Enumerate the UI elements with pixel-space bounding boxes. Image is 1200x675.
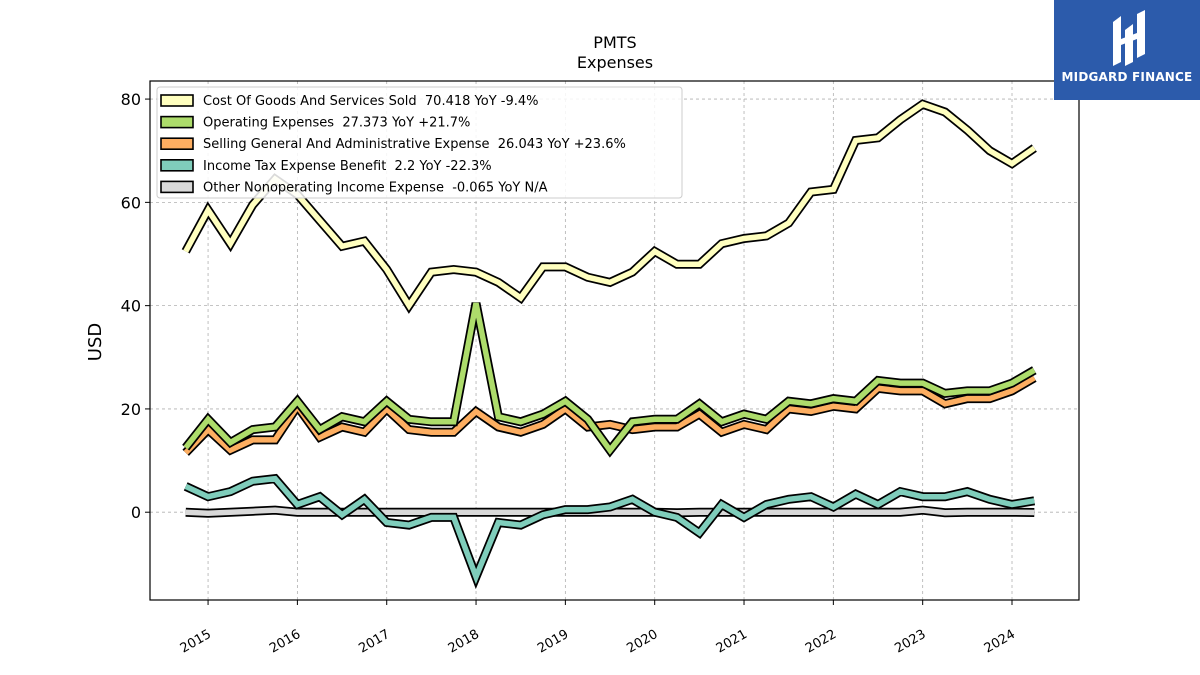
legend-swatch [160, 115, 194, 129]
legend-label: Selling General And Administrative Expen… [203, 137, 626, 152]
legend-label: Other Nonoperating Income Expense -0.065… [203, 180, 548, 195]
x-tick-label: 2024 [982, 627, 1018, 657]
series-stroke [183, 302, 1036, 455]
series-stroke [183, 101, 1036, 311]
logo-text: MIDGARD FINANCE [1061, 70, 1193, 84]
x-tick-label: 2022 [803, 627, 839, 657]
legend-entry: Cost Of Goods And Services Sold 70.418 Y… [160, 94, 539, 109]
legend-swatch [160, 137, 194, 150]
chart-subtitle: Expenses [577, 53, 653, 72]
legend-swatch [160, 94, 194, 107]
series-line-4 [183, 473, 1036, 590]
series-line-2 [182, 302, 1037, 458]
series-stroke [184, 475, 1035, 585]
legend-entry: Income Tax Expense Benefit 2.2 YoY -22.3… [160, 159, 492, 174]
legend-entry: Operating Expenses 27.373 YoY +21.7% [160, 115, 470, 131]
legend-swatch [160, 180, 194, 194]
x-tick-label: 2023 [892, 627, 928, 657]
y-tick-label: 20 [121, 400, 141, 419]
midgard-logo-icon [1113, 10, 1145, 66]
series-line-1 [181, 99, 1037, 314]
x-tick-label: 2016 [267, 627, 303, 657]
midgard-finance-logo: MIDGARD FINANCE [1054, 0, 1200, 100]
y-tick-label: 40 [121, 297, 141, 316]
legend-label: Operating Expenses 27.373 YoY +21.7% [203, 116, 470, 131]
plot-frame [149, 80, 1080, 601]
x-tick-label: 2018 [446, 627, 482, 657]
legend-box [156, 86, 683, 199]
x-tick-label: 2020 [624, 627, 660, 657]
y-tick-label: 80 [121, 90, 141, 109]
legend-entry: Other Nonoperating Income Expense -0.065… [160, 180, 548, 195]
legend-swatch [160, 159, 194, 172]
legend-label: Cost Of Goods And Services Sold 70.418 Y… [203, 94, 539, 109]
legend-label: Income Tax Expense Benefit 2.2 YoY -22.3… [203, 159, 492, 174]
legend: Cost Of Goods And Services Sold 70.418 Y… [156, 86, 683, 199]
y-axis-label: USD [85, 323, 106, 361]
x-tick-label: 2019 [535, 627, 571, 657]
x-tick-label: 2017 [356, 627, 392, 657]
series-stroke [185, 507, 1035, 516]
series-line-3 [182, 374, 1037, 456]
y-tick-label: 0 [131, 503, 141, 522]
x-tick-label: 2015 [178, 627, 214, 657]
series-layer [181, 99, 1037, 590]
legend-entry: Selling General And Administrative Expen… [160, 137, 626, 152]
y-tick-label: 60 [121, 193, 141, 212]
series-line-5 [185, 505, 1035, 518]
chart-title: PMTS [593, 33, 636, 52]
series-stroke [183, 375, 1036, 455]
x-tick-label: 2021 [714, 627, 750, 657]
